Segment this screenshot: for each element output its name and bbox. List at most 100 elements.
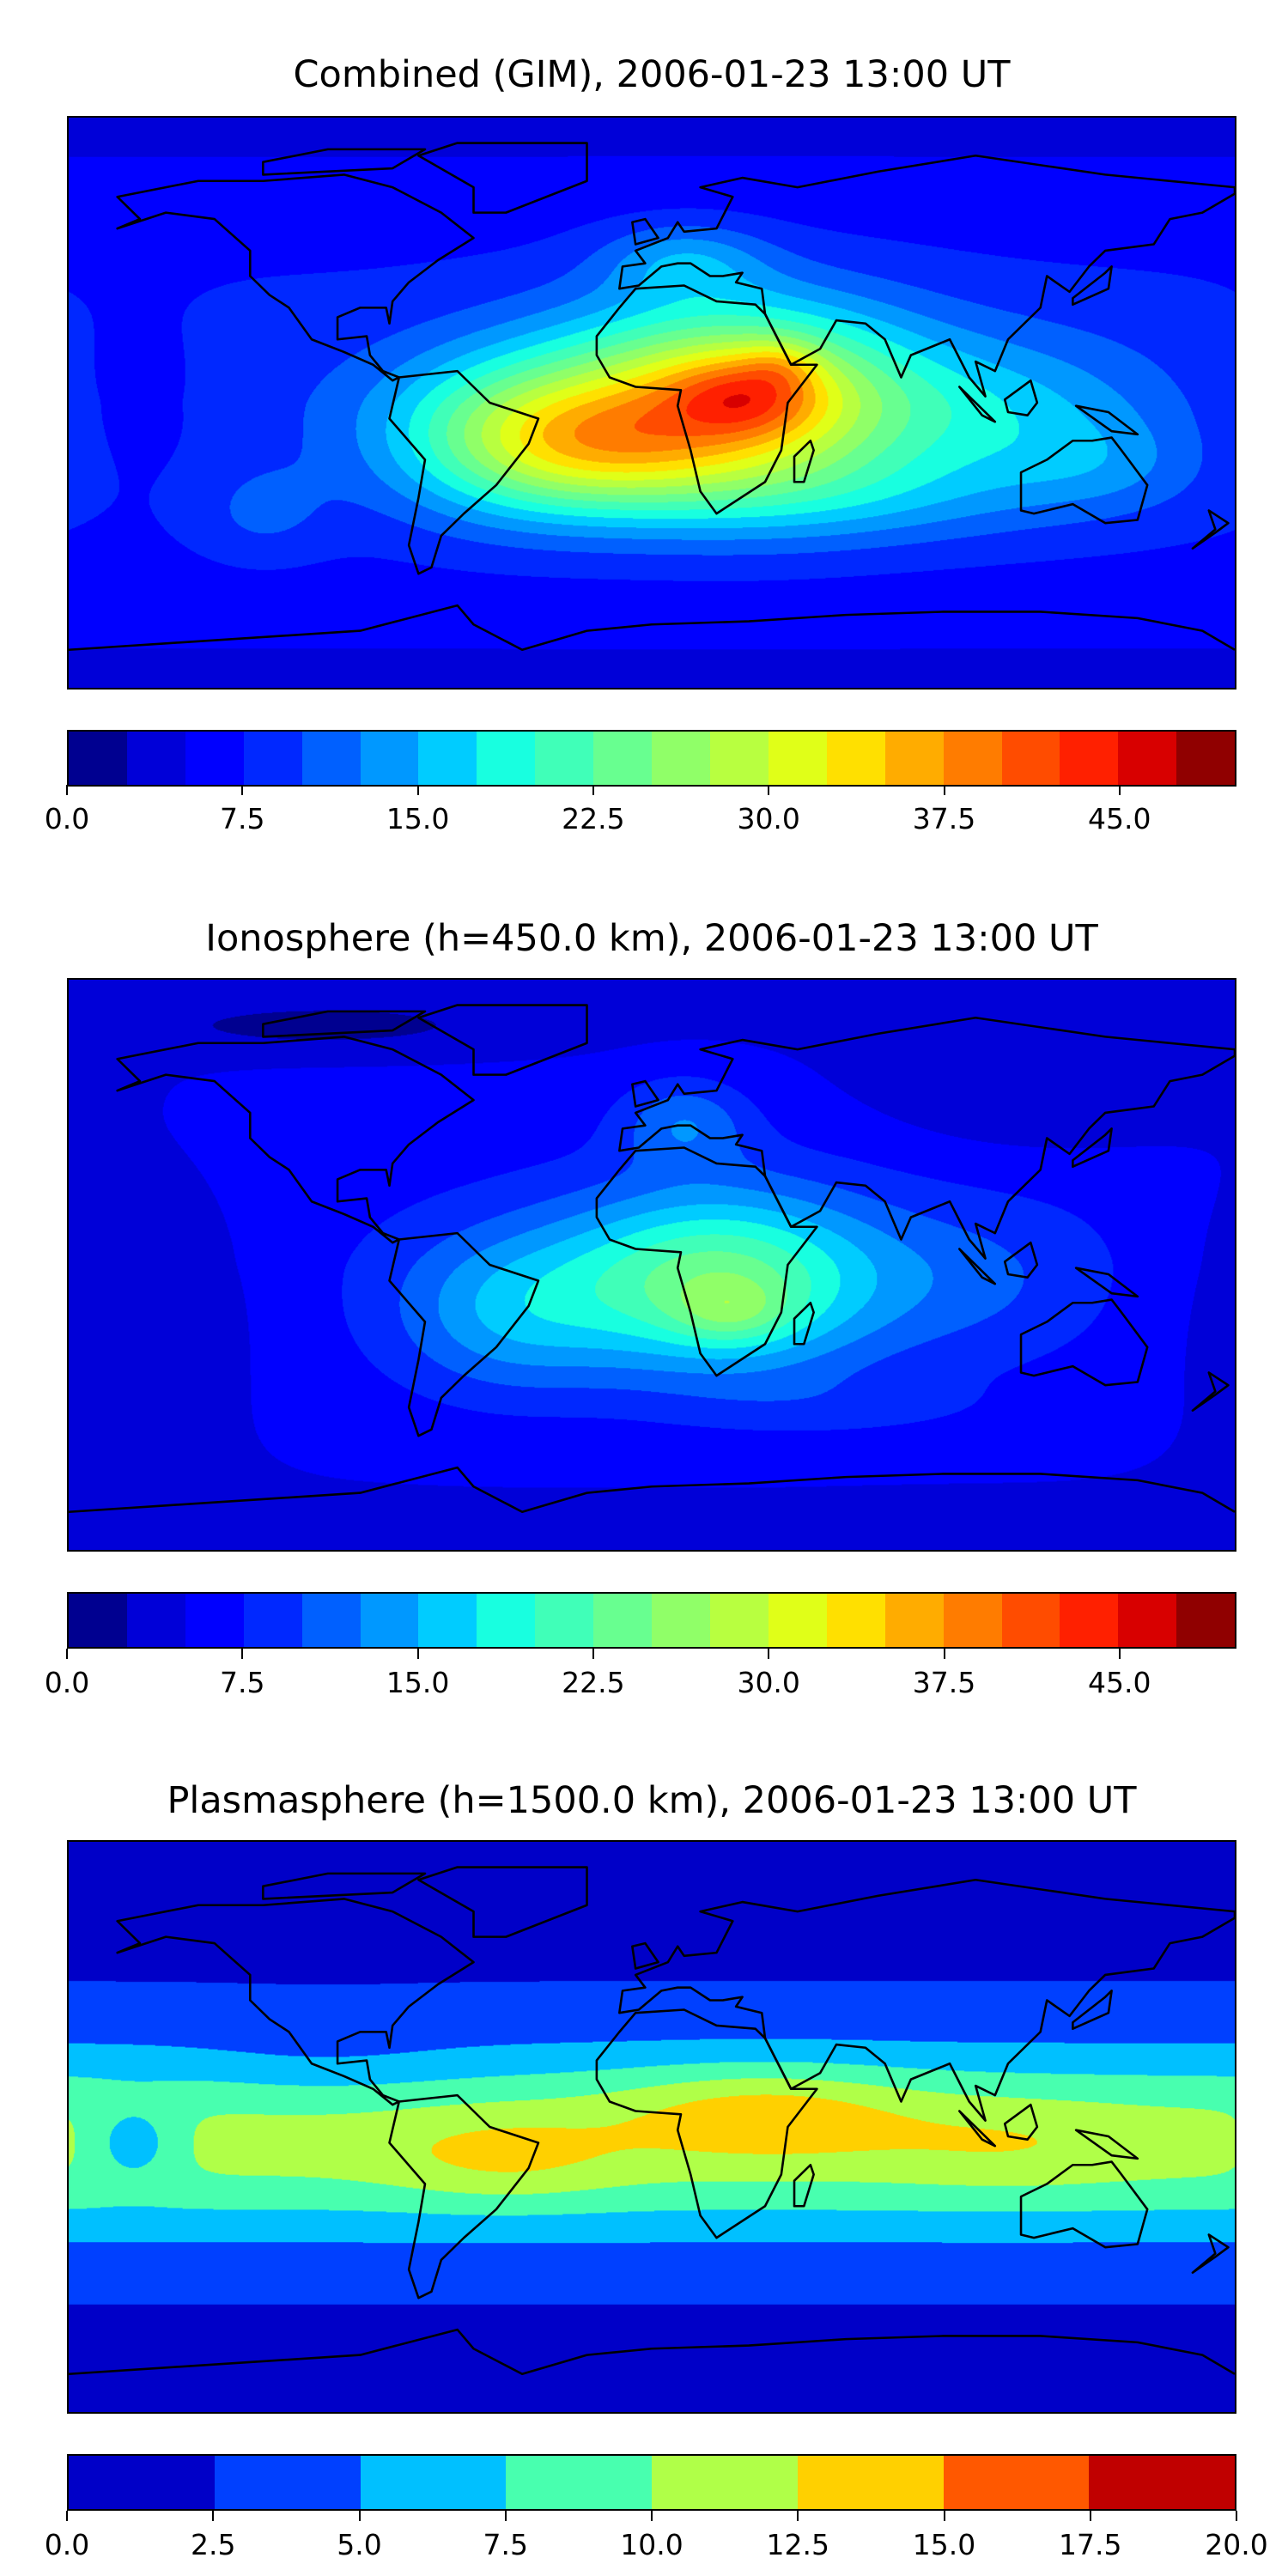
colorbar-tick — [651, 2511, 653, 2521]
coastline-south-america — [388, 1231, 540, 1437]
colorbar-tick-label: 0.0 — [44, 2528, 90, 2561]
colorbar-tick-label: 15.0 — [386, 802, 450, 835]
colorbar-segment — [943, 732, 1002, 785]
colorbar-tick — [943, 1649, 945, 1659]
coastline-new-guinea — [1074, 1267, 1139, 1298]
coastline-borneo — [1003, 2103, 1039, 2142]
colorbar-tick — [66, 2511, 68, 2521]
colorbar-segment — [69, 732, 127, 785]
colorbar-tick-label: 17.5 — [1059, 2528, 1122, 2561]
coastline-south-america — [388, 2093, 540, 2300]
colorbar-segment — [418, 1594, 477, 1647]
colorbar-tick — [416, 785, 419, 795]
colorbar-segment — [418, 732, 477, 785]
panel3-coastlines — [69, 1866, 1235, 2376]
panel2-colorbar-ticks: 0.0 7.5 15.0 22.5 30.0 37.5 45.0 — [45, 1649, 1236, 1700]
panel2-colorbar — [67, 1592, 1236, 1649]
colorbar-tick-label: 5.0 — [337, 2528, 382, 2561]
colorbar-tick-label: 45.0 — [1088, 1666, 1151, 1699]
panel1-colorbar-ticks: 0.0 7.5 15.0 22.5 30.0 37.5 45.0 — [45, 785, 1236, 836]
colorbar-tick — [416, 1649, 419, 1659]
coastline-madagascar — [793, 1301, 815, 1346]
coastline-new-zealand — [1191, 509, 1230, 550]
colorbar-segment — [652, 732, 710, 785]
colorbar-segment — [1118, 732, 1177, 785]
colorbar-tick-label: 30.0 — [737, 802, 800, 835]
colorbar-segment — [477, 1594, 536, 1647]
colorbar-segment — [185, 732, 244, 785]
colorbar-tick — [1118, 785, 1121, 795]
colorbar-segment — [652, 2456, 798, 2509]
colorbar-segment — [652, 1594, 710, 1647]
colorbar-tick-label: 0.0 — [44, 802, 90, 835]
colorbar-tick — [768, 785, 770, 795]
coastline-sumatra — [958, 2110, 997, 2148]
colorbar-tick-label: 30.0 — [737, 1666, 800, 1699]
colorbar-tick-label: 20.0 — [1205, 2528, 1268, 2561]
colorbar-tick — [241, 785, 244, 795]
coastline-antarctica — [69, 2328, 1235, 2376]
colorbar-tick-label: 12.5 — [766, 2528, 829, 2561]
colorbar-tick — [943, 2511, 945, 2521]
colorbar-tick-label: 7.5 — [220, 1666, 265, 1699]
coastline-japan — [1072, 1127, 1113, 1168]
colorbar-tick — [358, 2511, 361, 2521]
colorbar-tick-label: 7.5 — [220, 802, 265, 835]
colorbar-segment — [126, 1594, 185, 1647]
coastline-antarctica — [69, 604, 1235, 652]
colorbar-segment — [884, 1594, 944, 1647]
colorbar-segment — [301, 1594, 361, 1647]
panel1-map — [67, 116, 1236, 690]
coastline-greenland — [417, 142, 588, 214]
colorbar-segment — [69, 2456, 215, 2509]
panel2-contour — [69, 980, 1235, 1550]
colorbar-segment — [243, 732, 302, 785]
colorbar-segment — [1176, 1594, 1236, 1647]
colorbar-segment — [535, 732, 594, 785]
panel2-title: Ionosphere (h=450.0 km), 2006-01-23 13:0… — [205, 917, 1098, 960]
panel3-title: Plasmasphere (h=1500.0 km), 2006-01-23 1… — [167, 1779, 1137, 1822]
colorbar-segment — [214, 2456, 361, 2509]
colorbar-segment — [709, 1594, 769, 1647]
coastline-greenland — [417, 1866, 588, 1938]
coastline-new-zealand — [1191, 2233, 1230, 2274]
colorbar-tick-label: 45.0 — [1088, 802, 1151, 835]
colorbar-segment — [1176, 732, 1236, 785]
colorbar-tick — [504, 2511, 507, 2521]
coastline-borneo — [1003, 1241, 1039, 1279]
colorbar-segment — [360, 1594, 419, 1647]
colorbar-tick-label: 7.5 — [483, 2528, 528, 2561]
coastline-africa — [595, 2008, 818, 2239]
colorbar-segment — [1060, 732, 1119, 785]
panel1-coastlines — [69, 142, 1235, 652]
coastline-madagascar — [793, 2163, 815, 2208]
colorbar-tick-label: 15.0 — [912, 2528, 976, 2561]
panel2-map — [67, 978, 1236, 1552]
coastline-arctic-islands — [262, 1872, 427, 1900]
colorbar-segment — [943, 1594, 1002, 1647]
coastline-japan — [1072, 1990, 1113, 2030]
colorbar-segment — [826, 732, 885, 785]
colorbar-segment — [593, 732, 653, 785]
colorbar-segment — [506, 2456, 652, 2509]
colorbar-segment — [826, 1594, 885, 1647]
coastline-arctic-islands — [262, 1010, 427, 1038]
coastline-uk — [631, 217, 659, 246]
panel3-map — [67, 1840, 1236, 2414]
coastline-uk — [631, 1941, 659, 1970]
coastline-africa — [595, 1146, 818, 1377]
colorbar-segment — [1118, 1594, 1177, 1647]
colorbar-tick — [66, 785, 68, 795]
colorbar-segment — [1001, 1594, 1060, 1647]
colorbar-segment — [1089, 2456, 1235, 2509]
coastline-sumatra — [958, 386, 997, 423]
colorbar-segment — [126, 732, 185, 785]
colorbar-segment — [360, 2456, 507, 2509]
coastline-new-zealand — [1191, 1371, 1230, 1412]
colorbar-tick-label: 15.0 — [386, 1666, 450, 1699]
colorbar-segment — [884, 732, 944, 785]
coastline-uk — [631, 1079, 659, 1108]
colorbar-tick — [1236, 2511, 1237, 2521]
coastline-australia — [1019, 436, 1149, 525]
coastline-australia — [1019, 1298, 1149, 1387]
